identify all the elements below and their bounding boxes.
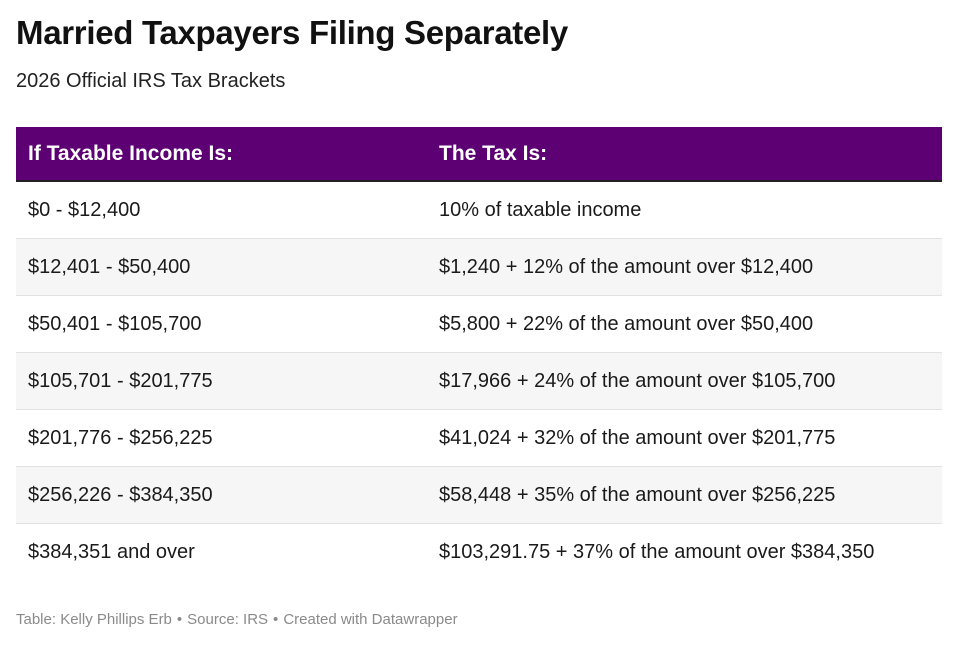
column-header-income: If Taxable Income Is:: [16, 127, 427, 182]
table-row: $201,776 - $256,225 $41,024 + 32% of the…: [16, 409, 942, 467]
chart-subtitle: 2026 Official IRS Tax Brackets: [16, 70, 286, 92]
income-range-cell: $105,701 - $201,775: [16, 352, 427, 410]
income-range-cell: $201,776 - $256,225: [16, 409, 427, 467]
chart-title: Married Taxpayers Filing Separately: [16, 14, 568, 51]
table-row: $50,401 - $105,700 $5,800 + 22% of the a…: [16, 295, 942, 353]
tax-formula-cell: $58,448 + 35% of the amount over $256,22…: [427, 466, 942, 524]
tax-formula-cell: $1,240 + 12% of the amount over $12,400: [427, 238, 942, 296]
table-row: $0 - $12,400 10% of taxable income: [16, 181, 942, 239]
column-header-tax: The Tax Is:: [427, 127, 942, 182]
income-range-cell: $0 - $12,400: [16, 181, 427, 239]
income-range-cell: $384,351 and over: [28, 540, 195, 563]
table-header-row: If Taxable Income Is: The Tax Is:: [16, 127, 942, 182]
income-range-cell: $256,226 - $384,350: [16, 466, 427, 524]
source-note: Source: IRS: [187, 611, 269, 628]
table-row: $256,226 - $384,350 $58,448 + 35% of the…: [16, 466, 942, 524]
income-range-cell: $12,401 - $50,400: [16, 238, 427, 296]
table-row: $105,701 - $201,775 $17,966 + 24% of the…: [16, 352, 942, 410]
table-row: $12,401 - $50,400 $1,240 + 12% of the am…: [16, 238, 942, 296]
footer-separator: •: [273, 611, 279, 628]
chart-footer: Table: Kelly Phillips Erb • Source: IRS • Cr…: [16, 611, 458, 628]
tax-formula-cell: $41,024 + 32% of the amount over $201,77…: [427, 409, 942, 467]
tax-formula-cell: $17,966 + 24% of the amount over $105,70…: [427, 352, 942, 410]
tax-formula-cell: $103,291.75 + 37% of the amount over $38…: [439, 540, 875, 563]
tax-brackets-table: If Taxable Income Is: The Tax Is: $0 - $…: [16, 127, 942, 580]
table-row: $384,351 and over $103,291.75 + 37% of t…: [16, 524, 942, 581]
tax-formula-cell: $5,800 + 22% of the amount over $50,400: [427, 295, 942, 353]
created-with-note: Created with Datawrapper: [283, 611, 458, 628]
tax-formula-cell: 10% of taxable income: [427, 181, 942, 239]
table-credit: Table: Kelly Phillips Erb: [16, 611, 172, 628]
income-range-cell: $50,401 - $105,700: [16, 295, 427, 353]
footer-separator: •: [176, 611, 183, 628]
